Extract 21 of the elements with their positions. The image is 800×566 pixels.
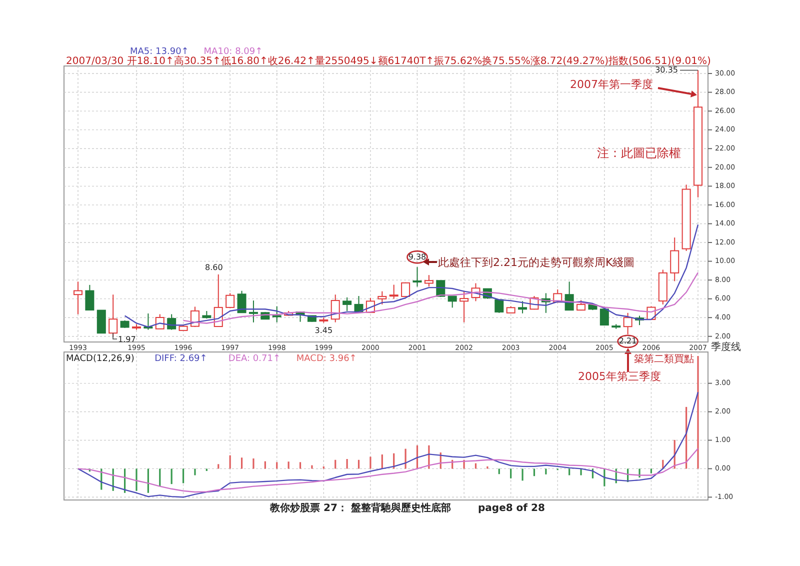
text: page8 of 28 [478, 503, 545, 514]
text: DEA: 0.71↑ [228, 354, 280, 364]
chart-subtitle: 2007/03/30 开18.10↑高30.35↑低16.80↑收26.42↑量2550495↓额61740T↑振75.62%换75.55%涨8.72(49.27%)指数(506.51)(9.01%) [66, 55, 711, 67]
annotation: 此處往下到2.21元的走勢可觀察周K綫圖 [438, 256, 635, 269]
annotation: 築第二類買點 [634, 353, 694, 365]
annotation: 注：此圖已除權 [597, 146, 681, 160]
annotation: 8.60 [205, 263, 223, 272]
text: MACD: 3.96↑ [296, 354, 357, 364]
text: 季度线 [711, 341, 741, 353]
annotation: 9.38 [408, 252, 426, 262]
annotation: 2005年第三季度 [578, 370, 661, 383]
annotation: 1.97 [118, 335, 136, 344]
annotation: 30.35 [655, 65, 678, 74]
text: 教你炒股票 27： 盤整背馳與歷史性底部 [269, 502, 451, 514]
annotation: 3.45 [314, 326, 333, 335]
text: MA10: 8.09↑ [204, 47, 263, 57]
annotation: 2.21 [618, 336, 637, 346]
text: MA5: 13.90↑ [130, 47, 189, 57]
chart-title: MACD(12,26,9) [66, 354, 134, 364]
annotation: 2007年第一季度 [570, 78, 653, 91]
text: DIFF: 2.69↑ [154, 354, 208, 364]
